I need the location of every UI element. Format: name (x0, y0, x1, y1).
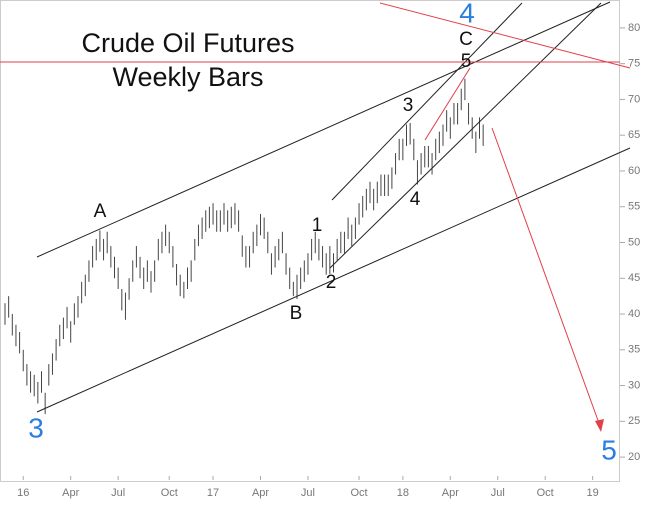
y-tick-label: 45 (628, 272, 640, 284)
steep-channel-upper (331, 2, 523, 201)
lower-channel (36, 147, 631, 413)
y-tick-label: 35 (628, 344, 640, 356)
steep-channel-lower (329, 2, 602, 269)
bars (4, 78, 484, 415)
wave-label: 3 (403, 95, 414, 116)
x-tick-label: Apr (62, 487, 79, 499)
x-tick-label: 18 (397, 487, 409, 499)
wave-label: 5 (461, 51, 472, 72)
y-tick-label: 25 (628, 415, 640, 427)
arrow-head (595, 419, 604, 432)
chart-subtitle: Weekly Bars (112, 62, 263, 92)
x-tick-label: Apr (252, 487, 269, 499)
major-wave-label: 4 (459, 0, 475, 28)
red-arrow (491, 127, 601, 427)
trend-lines (0, 1, 631, 432)
wave-label: 1 (312, 215, 323, 236)
x-tick-label: Oct (537, 487, 554, 499)
red-diagonal (379, 2, 631, 69)
x-tick-label: 17 (207, 487, 219, 499)
y-tick-label: 50 (628, 236, 640, 248)
y-tick-label: 55 (628, 201, 640, 213)
wave-label: 2 (326, 272, 337, 293)
y-tick-label: 40 (628, 308, 640, 320)
y-tick-label: 30 (628, 379, 640, 391)
x-tick-label: Jul (491, 487, 505, 499)
x-tick-label: Oct (161, 487, 178, 499)
upper-channel (36, 1, 611, 258)
red-short-line (424, 67, 471, 141)
x-tick-label: Apr (442, 487, 459, 499)
major-wave-label: 5 (601, 434, 617, 465)
y-tick-label: 60 (628, 165, 640, 177)
plot-frame (0, 0, 620, 482)
x-tick-label: 16 (17, 487, 29, 499)
major-wave-label: 3 (28, 412, 44, 443)
x-tick-label: Oct (350, 487, 367, 499)
y-tick-label: 80 (628, 22, 640, 34)
y-tick-label: 65 (628, 129, 640, 141)
wave-label: B (290, 303, 303, 324)
wave-label: 4 (410, 189, 421, 210)
chart-title: Crude Oil Futures (81, 28, 294, 58)
wave-label: A (94, 201, 107, 222)
x-tick-label: Jul (111, 487, 125, 499)
wave-label: C (459, 29, 473, 50)
x-tick-label: 19 (587, 487, 599, 499)
x-tick-label: Jul (301, 487, 315, 499)
y-tick-label: 75 (628, 58, 640, 70)
y-tick-label: 20 (628, 451, 640, 463)
y-tick-label: 70 (628, 93, 640, 105)
